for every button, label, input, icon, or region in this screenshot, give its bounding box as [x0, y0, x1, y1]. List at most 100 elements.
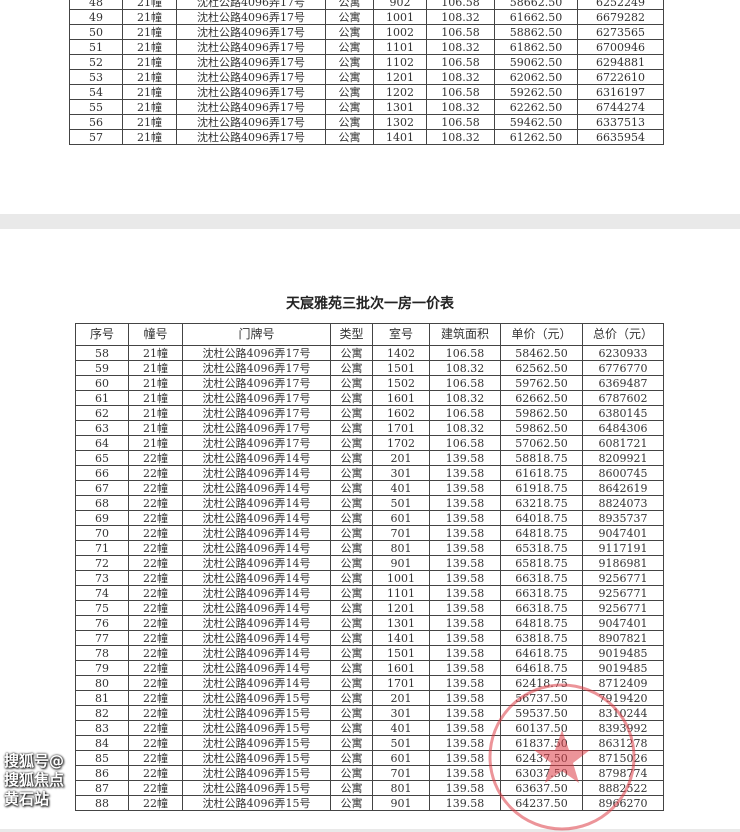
table-cell: 139.58: [429, 720, 502, 736]
table-cell: 9256771: [582, 600, 665, 616]
table-cell: 106.58: [426, 0, 495, 10]
table-cell: 21幢: [128, 375, 183, 391]
table-cell: 54: [69, 84, 123, 100]
table-cell: 9019485: [582, 660, 665, 676]
table-cell: 22幢: [128, 570, 183, 586]
table-cell: 139.58: [429, 765, 502, 781]
table-cell: 62418.75: [500, 675, 584, 691]
table-cell: 沈杜公路4096弄15号: [181, 705, 332, 721]
table-cell: 1101: [372, 585, 431, 601]
table-cell: 22幢: [128, 525, 183, 541]
table-cell: 108.32: [426, 69, 495, 85]
table-row: 81 22幢 沈杜公路4096弄15号 公寓 201 139.58 56737.50 7919…: [75, 690, 665, 706]
table-cell: 76: [75, 615, 129, 631]
table-cell: 公寓: [330, 645, 374, 661]
table-cell: 58862.50: [494, 24, 578, 40]
table-cell: 81: [75, 690, 129, 706]
table-cell: 1002: [373, 24, 427, 40]
table-cell: 6230933: [582, 345, 665, 361]
table-cell: 64618.75: [500, 645, 584, 661]
table-row: 78 22幢 沈杜公路4096弄14号 公寓 1501 139.58 64618.75 901…: [75, 645, 665, 661]
table-cell: 公寓: [330, 735, 374, 751]
table-cell: 9256771: [582, 585, 665, 601]
table-cell: 公寓: [325, 69, 374, 85]
column-header: 门牌号: [181, 323, 332, 346]
table-cell: 1702: [372, 435, 431, 451]
table-cell: 1601: [372, 390, 431, 406]
table-cell: 139.58: [429, 570, 502, 586]
table-cell: 8642619: [582, 480, 665, 496]
table-row: 71 22幢 沈杜公路4096弄14号 公寓 801 139.58 65318.75 9117…: [75, 540, 665, 556]
table-cell: 52: [69, 54, 123, 70]
table-cell: 66318.75: [500, 585, 584, 601]
table-row: 65 22幢 沈杜公路4096弄14号 公寓 201 139.58 58818.75 8209…: [75, 450, 665, 466]
table-cell: 22幢: [128, 555, 183, 571]
table-cell: 沈杜公路4096弄14号: [181, 480, 332, 496]
table-cell: 沈杜公路4096弄17号: [181, 420, 332, 436]
table-cell: 公寓: [330, 420, 374, 436]
table-cell: 1502: [372, 375, 431, 391]
table-cell: 59462.50: [494, 114, 578, 130]
table-cell: 22幢: [128, 645, 183, 661]
table-cell: 139.58: [429, 555, 502, 571]
table-row: 85 22幢 沈杜公路4096弄15号 公寓 601 139.58 62437.50 8715…: [75, 750, 665, 766]
table-cell: 1401: [372, 630, 431, 646]
table-cell: 108.32: [426, 129, 495, 145]
table-cell: 公寓: [330, 765, 374, 781]
table-row: 79 22幢 沈杜公路4096弄14号 公寓 1601 139.58 64618.75 901…: [75, 660, 665, 676]
table-cell: 6484306: [582, 420, 665, 436]
table-cell: 公寓: [325, 84, 374, 100]
table-cell: 53: [69, 69, 123, 85]
table-row: 70 22幢 沈杜公路4096弄14号 公寓 701 139.58 64818.75 9047…: [75, 525, 665, 541]
table-cell: 139.58: [429, 540, 502, 556]
table-cell: 公寓: [325, 99, 374, 115]
table-cell: 62: [75, 405, 129, 421]
column-header: 幢号: [128, 323, 183, 346]
table-cell: 139.58: [429, 630, 502, 646]
table-cell: 21幢: [122, 129, 177, 145]
table-cell: 82: [75, 705, 129, 721]
table-cell: 51: [69, 39, 123, 55]
table-cell: 61837.50: [500, 735, 584, 751]
table-row: 51 21幢 沈杜公路4096弄17号 公寓 1101 108.32 61862.50 670…: [69, 39, 664, 55]
table-cell: 61262.50: [494, 129, 578, 145]
table-cell: 沈杜公路4096弄14号: [181, 510, 332, 526]
table-cell: 50: [69, 24, 123, 40]
table-row: 52 21幢 沈杜公路4096弄17号 公寓 1102 106.58 59062.50 629…: [69, 54, 664, 70]
table-cell: 901: [372, 795, 431, 811]
table-cell: 62562.50: [500, 360, 584, 376]
table-cell: 8712409: [582, 675, 665, 691]
price-table-2: 序号 幢号 门牌号 类型 室号 建筑面积 单价（元） 总价（元） 58 21幢 沈杜公路4096弄…: [75, 323, 665, 811]
table-cell: 沈杜公路4096弄17号: [176, 9, 326, 25]
table-row: 76 22幢 沈杜公路4096弄14号 公寓 1301 139.58 64818.75 904…: [75, 615, 665, 631]
table-cell: 6722610: [577, 69, 664, 85]
table-cell: 8310244: [582, 705, 665, 721]
table-cell: 65818.75: [500, 555, 584, 571]
table-cell: 沈杜公路4096弄14号: [181, 660, 332, 676]
table-cell: 21幢: [122, 84, 177, 100]
price-table-1: 48 21幢 沈杜公路4096弄17号 公寓 902 106.58 58662.50 6252…: [69, 0, 664, 145]
document-page-2: 天宸雅苑三批次一房一价表 序号 幢号 门牌号 类型 室号 建筑面积 单价（元） 总价（元） 5…: [0, 229, 740, 829]
table-cell: 67: [75, 480, 129, 496]
table-cell: 公寓: [330, 570, 374, 586]
table-row: 62 21幢 沈杜公路4096弄17号 公寓 1602 106.58 59862.50 638…: [75, 405, 665, 421]
table-cell: 沈杜公路4096弄14号: [181, 630, 332, 646]
table-cell: 401: [372, 720, 431, 736]
table-cell: 106.58: [426, 54, 495, 70]
table-cell: 沈杜公路4096弄14号: [181, 495, 332, 511]
table-cell: 87: [75, 780, 129, 796]
table-row: 84 22幢 沈杜公路4096弄15号 公寓 501 139.58 61837.50 8631…: [75, 735, 665, 751]
table-cell: 公寓: [330, 690, 374, 706]
table-cell: 21幢: [128, 390, 183, 406]
table-cell: 9047401: [582, 525, 665, 541]
table-cell: 63637.50: [500, 780, 584, 796]
table-cell: 201: [372, 690, 431, 706]
table-row: 82 22幢 沈杜公路4096弄15号 公寓 301 139.58 59537.50 8310…: [75, 705, 665, 721]
table-cell: 70: [75, 525, 129, 541]
table-cell: 72: [75, 555, 129, 571]
table-cell: 108.32: [429, 360, 502, 376]
table-cell: 7919420: [582, 690, 665, 706]
table-cell: 沈杜公路4096弄17号: [181, 375, 332, 391]
table-cell: 1001: [373, 9, 427, 25]
table-cell: 8935737: [582, 510, 665, 526]
